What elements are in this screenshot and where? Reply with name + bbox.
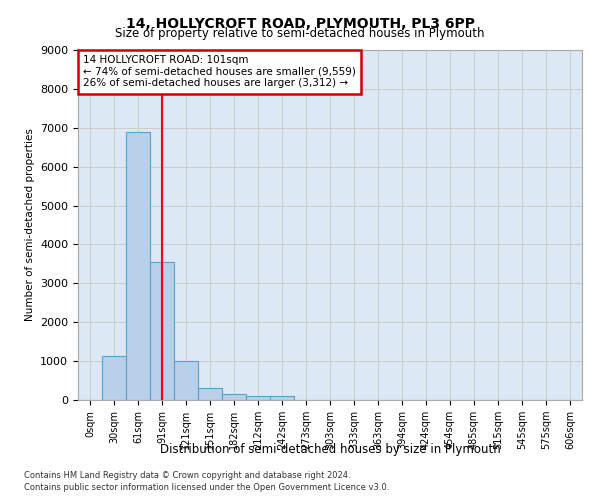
Bar	[150, 262, 174, 400]
Bar	[246, 396, 270, 400]
Bar	[174, 361, 198, 400]
Bar	[126, 132, 150, 400]
Text: Size of property relative to semi-detached houses in Plymouth: Size of property relative to semi-detach…	[115, 28, 485, 40]
Bar	[102, 356, 126, 400]
Text: Contains HM Land Registry data © Crown copyright and database right 2024.: Contains HM Land Registry data © Crown c…	[24, 471, 350, 480]
Bar	[222, 394, 246, 400]
Text: 14 HOLLYCROFT ROAD: 101sqm
← 74% of semi-detached houses are smaller (9,559)
26%: 14 HOLLYCROFT ROAD: 101sqm ← 74% of semi…	[83, 56, 356, 88]
Y-axis label: Number of semi-detached properties: Number of semi-detached properties	[25, 128, 35, 322]
Text: Contains public sector information licensed under the Open Government Licence v3: Contains public sector information licen…	[24, 484, 389, 492]
Text: Distribution of semi-detached houses by size in Plymouth: Distribution of semi-detached houses by …	[160, 442, 500, 456]
Text: 14, HOLLYCROFT ROAD, PLYMOUTH, PL3 6PP: 14, HOLLYCROFT ROAD, PLYMOUTH, PL3 6PP	[125, 16, 475, 30]
Bar	[270, 396, 294, 400]
Bar	[198, 388, 222, 400]
